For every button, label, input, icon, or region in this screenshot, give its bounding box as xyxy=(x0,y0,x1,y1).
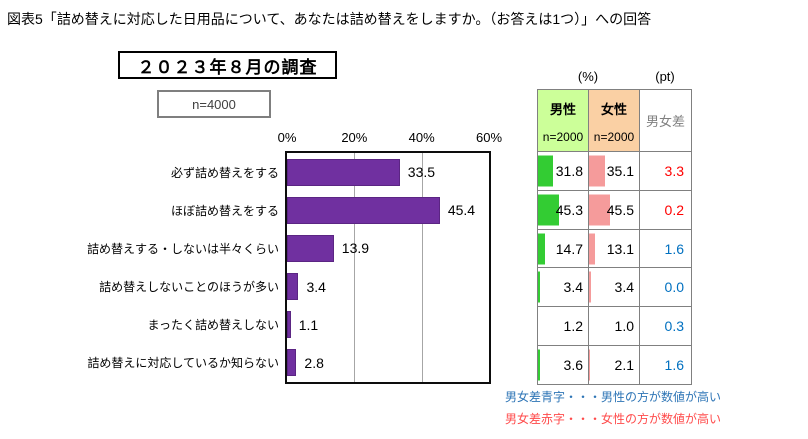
diff-value: 0.2 xyxy=(664,201,684,218)
table-cell-female: 1.0 xyxy=(589,307,640,347)
bar-value-label: 13.9 xyxy=(341,240,370,257)
table-cell-female: 2.1 xyxy=(589,346,640,385)
female-value: 35.1 xyxy=(606,162,634,179)
bar xyxy=(287,158,400,186)
female-mini-bar xyxy=(589,233,596,265)
bar xyxy=(287,349,297,377)
bar xyxy=(287,311,291,339)
bar-value-label: 3.4 xyxy=(306,278,326,295)
x-axis-tick-label: 60% xyxy=(475,130,503,145)
survey-heading-label: ２０２３年８月の調査 xyxy=(137,57,318,77)
plot-area xyxy=(285,151,491,384)
category-label: 詰め替えに対応しているか知らない xyxy=(87,356,279,371)
female-mini-bar xyxy=(589,271,591,303)
bar-value-label: 2.8 xyxy=(304,354,324,371)
table-cell-diff: 0.0 xyxy=(640,268,692,308)
male-value: 45.3 xyxy=(555,201,583,218)
table-cell-male: 31.8 xyxy=(538,152,589,191)
x-axis-tick-label: 20% xyxy=(341,130,368,145)
gridline xyxy=(421,153,423,382)
diff-value: 3.3 xyxy=(664,162,684,179)
table-cell-male: 1.2 xyxy=(538,307,589,347)
category-label: ほぼ詰め替えをする xyxy=(170,203,279,218)
x-axis-tick-label: 0% xyxy=(277,130,297,145)
diff-value: 0.3 xyxy=(664,318,684,335)
gender-comparison-table: 男性 n=2000 女性 n=2000 男女差 31.8 35.1 3.3 45.3 45.5 0.… xyxy=(537,89,692,385)
female-value: 3.4 xyxy=(614,279,634,296)
female-value: 13.1 xyxy=(606,240,634,257)
x-axis-tick-label: 40% xyxy=(408,130,435,145)
table-cell-male: 45.3 xyxy=(538,190,589,230)
table-cell-diff: 1.6 xyxy=(640,346,692,385)
male-mini-bar xyxy=(538,155,553,187)
male-value: 3.4 xyxy=(563,279,583,296)
gender-sample-size: n=2000 xyxy=(593,130,635,144)
male-mini-bar xyxy=(538,349,540,381)
category-label: 詰め替えする・しないは半々くらい xyxy=(86,241,279,256)
table-cell-female: 13.1 xyxy=(589,229,640,269)
table-percent-header: (%) xyxy=(577,69,599,84)
table-header-male: 男性 n=2000 xyxy=(538,90,589,152)
survey-heading-box: ２０２３年８月の調査 xyxy=(118,51,337,79)
category-label: 必ず詰め替えをする xyxy=(170,165,279,180)
gender-label: 女性 xyxy=(600,102,627,117)
table-cell-male: 3.6 xyxy=(538,346,589,385)
table-cell-female: 3.4 xyxy=(589,268,640,308)
table-cell-diff: 0.2 xyxy=(640,190,692,230)
table-cell-diff: 1.6 xyxy=(640,229,692,269)
female-value: 2.1 xyxy=(614,357,634,374)
female-mini-bar xyxy=(589,194,610,226)
female-value: 45.5 xyxy=(606,201,634,218)
female-mini-bar xyxy=(589,349,590,381)
table-cell-female: 35.1 xyxy=(589,152,640,191)
bar xyxy=(287,196,440,224)
table-header-female: 女性 n=2000 xyxy=(589,90,640,152)
diff-value: 1.6 xyxy=(664,357,684,374)
male-mini-bar xyxy=(538,271,540,303)
sample-size-box: n=4000 xyxy=(157,90,271,118)
sample-size-label: n=4000 xyxy=(192,96,236,112)
bar xyxy=(287,273,299,301)
table-pt-header: (pt) xyxy=(655,69,675,84)
diff-value: 1.6 xyxy=(664,240,684,257)
figure-title: 図表5「詰め替えに対応した日用品について、あなたは詰め替えをしますか。（お答えは… xyxy=(7,11,652,27)
category-label: まったく詰め替えしない xyxy=(147,318,279,333)
bar-value-label: 33.5 xyxy=(407,164,436,181)
male-value: 3.6 xyxy=(563,357,583,374)
table-cell-male: 14.7 xyxy=(538,229,589,269)
table-cell-diff: 3.3 xyxy=(640,152,692,191)
gender-label: 男性 xyxy=(549,102,576,117)
category-label: 詰め替えしないことのほうが多い xyxy=(99,280,279,295)
female-mini-bar xyxy=(589,155,606,187)
gridline xyxy=(354,153,356,382)
table-cell-male: 3.4 xyxy=(538,268,589,308)
male-value: 14.7 xyxy=(555,240,583,257)
footnote-red: 男女差赤字・・・女性の方が数値が高い xyxy=(505,412,722,426)
gender-sample-size: n=2000 xyxy=(542,130,584,144)
bar-value-label: 1.1 xyxy=(298,316,319,333)
male-value: 31.8 xyxy=(555,162,583,179)
male-mini-bar xyxy=(538,233,545,265)
male-value: 1.2 xyxy=(563,318,583,335)
diff-value: 0.0 xyxy=(664,279,684,296)
bar-value-label: 45.4 xyxy=(447,202,476,219)
table-header-diff: 男女差 xyxy=(640,90,692,152)
female-value: 1.0 xyxy=(614,318,634,335)
table-cell-diff: 0.3 xyxy=(640,307,692,347)
male-mini-bar xyxy=(538,194,559,226)
bar xyxy=(287,234,334,262)
table-cell-female: 45.5 xyxy=(589,190,640,230)
footnote-blue: 男女差青字・・・男性の方が数値が高い xyxy=(505,390,722,404)
